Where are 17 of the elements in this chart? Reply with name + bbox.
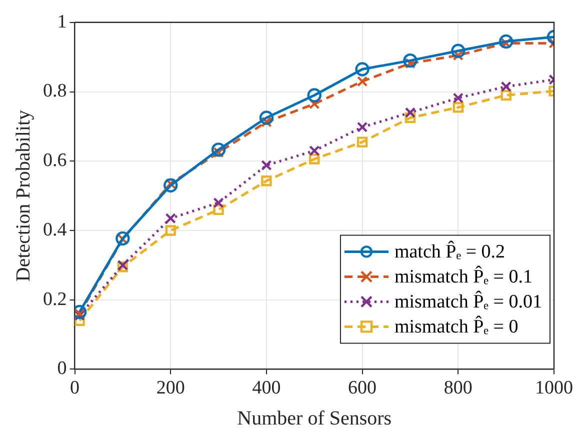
y-tick-label: 1 <box>57 11 67 32</box>
y-tick-label: 0 <box>57 358 67 380</box>
legend-label: mismatch P̂ₑ = 0.01 <box>394 290 542 313</box>
x-axis-title: Number of Sensors <box>237 407 392 430</box>
y-tick-label: 0.2 <box>43 288 67 310</box>
x-tick-label: 200 <box>156 378 185 399</box>
legend-label: mismatch P̂ₑ = 0.1 <box>394 264 533 288</box>
legend-label: mismatch P̂ₑ = 0 <box>394 314 518 338</box>
y-tick-label: 0.6 <box>43 150 67 172</box>
x-tick-label: 800 <box>444 378 472 399</box>
x-tick-label: 1000 <box>535 378 573 399</box>
y-tick-label: 0.4 <box>43 219 68 240</box>
x-tick-label: 600 <box>348 378 377 399</box>
y-tick-label: 0.8 <box>43 80 67 102</box>
y-axis-title: Detection Probability <box>12 110 34 282</box>
x-tick-label: 400 <box>252 378 281 399</box>
legend-label: match P̂ₑ = 0.2 <box>394 240 506 263</box>
